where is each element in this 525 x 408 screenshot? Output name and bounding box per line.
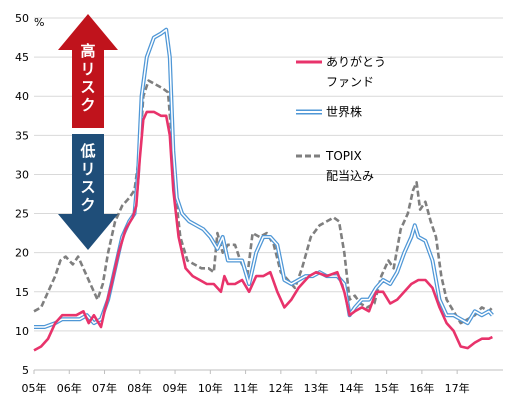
y-tick-label: 10: [15, 325, 29, 338]
x-tick-label: 05年: [22, 381, 47, 395]
legend-label-topix: TOPIX: [325, 149, 362, 163]
y-axis-unit-label: %: [34, 16, 44, 29]
high-risk-label: 高リスク: [80, 42, 95, 114]
y-tick-label: 40: [15, 90, 29, 103]
x-tick-label: 15年: [374, 381, 399, 395]
x-tick-label: 13年: [304, 381, 329, 395]
y-tick-label: 5: [22, 364, 29, 377]
legend-label-world-stocks: 世界株: [326, 104, 362, 119]
legend-item-world-stocks: 世界株: [296, 104, 362, 119]
low-risk-arrow-icon: [58, 134, 118, 250]
legend-label-fund: ありがとう: [326, 54, 386, 69]
y-tick-label: 25: [15, 208, 29, 221]
y-tick-label: 45: [15, 51, 29, 64]
legend-label-topix: 配当込み: [326, 169, 374, 183]
x-tick-label: 06年: [57, 381, 82, 395]
series-line-fund: [33, 110, 493, 352]
low-risk-label-text: 低リスク: [79, 142, 95, 214]
y-tick-label: 15: [15, 286, 29, 299]
x-tick-label: 14年: [339, 381, 364, 395]
high-risk-label-text: 高リスク: [80, 42, 95, 114]
x-tick-label: 07年: [92, 381, 117, 395]
x-tick-label: 12年: [268, 381, 293, 395]
x-tick-label: 17年: [445, 381, 470, 395]
y-tick-label: 35: [15, 129, 29, 142]
x-tick-label: 11年: [233, 381, 258, 395]
x-tick-label: 09年: [163, 381, 188, 395]
legend-label-fund: ファンド: [326, 75, 374, 89]
y-tick-label: 30: [15, 168, 29, 181]
y-tick-label: 20: [15, 247, 29, 260]
series-line-topix: [33, 79, 494, 325]
low-risk-label: 低リスク: [79, 142, 95, 214]
legend-item-topix: TOPIX 配当込み: [296, 149, 374, 183]
high-risk-arrow-icon: [58, 14, 118, 128]
x-tick-label: 08年: [127, 381, 152, 395]
x-tick-label: 16年: [409, 381, 434, 395]
y-tick-label: 50: [15, 12, 29, 25]
x-tick-label: 10年: [198, 381, 223, 395]
